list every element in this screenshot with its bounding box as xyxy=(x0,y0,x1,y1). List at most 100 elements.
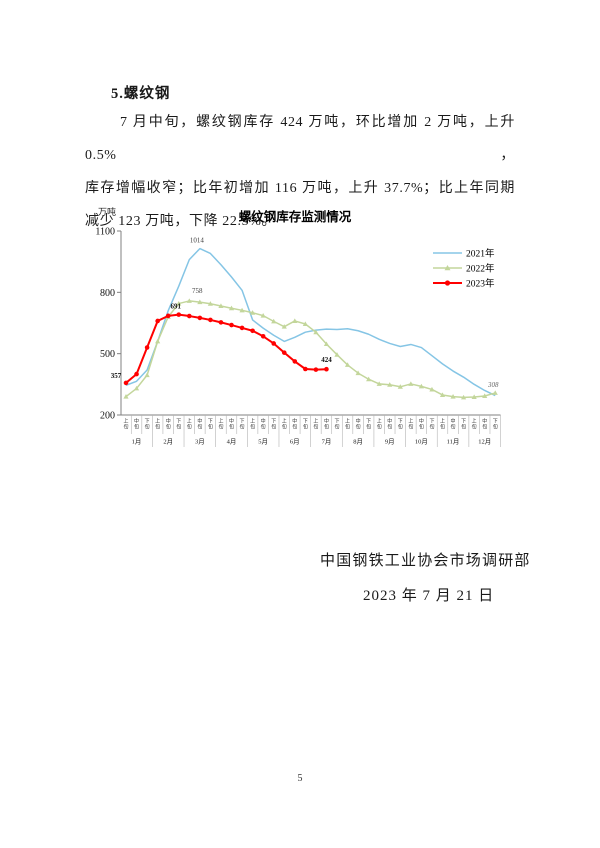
circle-marker xyxy=(271,341,276,346)
circle-marker xyxy=(229,322,234,328)
circle-marker xyxy=(123,380,129,386)
period-tick-label: 上旬 xyxy=(155,418,160,431)
period-tick-label: 下旬 xyxy=(493,419,498,431)
triangle-marker xyxy=(197,299,203,305)
triangle-marker xyxy=(482,393,488,398)
period-tick-label: 下旬 xyxy=(240,419,245,431)
triangle-marker xyxy=(239,307,245,313)
period-tick-label: 下旬 xyxy=(334,419,339,431)
data-label: 691 xyxy=(171,303,182,311)
period-tick-label: 中旬 xyxy=(419,418,424,431)
paragraph-line: 库存增幅收窄；比年初增加 116 万吨，上升 37.7%；比上年同期 xyxy=(85,181,515,196)
period-tick-label: 中旬 xyxy=(451,418,456,431)
period-tick-label: 中旬 xyxy=(292,418,297,431)
body-paragraph: 7 月中旬，螺纹钢库存 424 万吨，环比增加 2 万吨，上升 0.5%， 库存… xyxy=(85,106,515,238)
circle-marker xyxy=(250,328,255,334)
triangle-marker xyxy=(461,394,467,400)
period-tick-label: 下旬 xyxy=(271,419,276,431)
y-tick-label: 800 xyxy=(100,288,115,299)
month-tick-label: 1月 xyxy=(132,438,142,446)
triangle-marker xyxy=(376,381,382,386)
triangle-marker xyxy=(408,381,414,386)
period-tick-label: 下旬 xyxy=(145,419,150,431)
series-line xyxy=(125,247,496,397)
circle-marker xyxy=(303,366,308,372)
period-tick-label: 下旬 xyxy=(398,419,403,431)
period-tick-label: 上旬 xyxy=(218,418,223,431)
legend-circle-marker xyxy=(444,280,451,286)
chart-legend: 2021年 2022年 2023年 xyxy=(433,248,495,290)
month-tick-label: 9月 xyxy=(385,438,395,446)
triangle-marker xyxy=(471,394,477,400)
month-tick-label: 7月 xyxy=(322,438,332,446)
paragraph-line: 7 月中旬，螺纹钢库存 424 万吨，环比增加 2 万吨，上升 0.5%， xyxy=(85,115,515,163)
data-labels: 357 691 1014 758 424 308 xyxy=(111,237,499,389)
circle-marker xyxy=(134,371,139,377)
triangle-marker xyxy=(281,324,287,329)
period-tick-label: 下旬 xyxy=(366,419,371,431)
footer-date: 2023 年 7 月 21 日 xyxy=(363,588,495,604)
series-2022年 xyxy=(123,298,498,400)
data-label: 308 xyxy=(487,381,499,389)
period-tick-label: 上旬 xyxy=(408,418,413,431)
section-heading: 5.螺纹钢 xyxy=(111,86,171,102)
data-label: 424 xyxy=(321,356,332,364)
period-tick-label: 中旬 xyxy=(197,418,202,431)
period-tick-label: 中旬 xyxy=(482,418,487,431)
month-tick-label: 10月 xyxy=(415,438,428,446)
period-tick-label: 上旬 xyxy=(282,418,287,431)
circle-marker xyxy=(260,333,266,339)
triangle-marker xyxy=(323,341,330,347)
period-tick-label: 上旬 xyxy=(313,418,318,431)
period-tick-label: 上旬 xyxy=(187,418,192,431)
month-tick-label: 8月 xyxy=(353,438,363,446)
data-label: 357 xyxy=(111,372,122,380)
period-tick-label: 下旬 xyxy=(461,419,466,431)
triangle-marker xyxy=(302,321,308,327)
triangle-marker xyxy=(218,303,224,309)
month-tick-label: 2月 xyxy=(163,438,173,446)
triangle-marker xyxy=(123,394,129,399)
period-tick-label: 中旬 xyxy=(229,418,234,431)
triangle-marker xyxy=(439,392,446,397)
triangle-marker xyxy=(176,300,182,306)
period-tick-label: 中旬 xyxy=(324,418,329,431)
triangle-marker xyxy=(492,390,498,395)
period-tick-label: 上旬 xyxy=(250,418,255,431)
data-label: 1014 xyxy=(190,237,205,245)
circle-marker xyxy=(208,317,213,323)
period-tick-label: 下旬 xyxy=(208,419,213,431)
x-axis-labels: 上旬中旬下旬上旬中旬下旬上旬中旬下旬上旬中旬下旬上旬中旬下旬上旬中旬下旬上旬中旬… xyxy=(123,415,501,447)
triangle-marker xyxy=(207,301,213,306)
circle-marker xyxy=(155,318,160,324)
triangle-marker xyxy=(292,318,298,323)
triangle-marker xyxy=(429,386,435,392)
period-tick-label: 中旬 xyxy=(387,418,392,431)
series-2023年 xyxy=(123,312,329,386)
triangle-marker xyxy=(397,384,403,389)
triangle-marker xyxy=(260,313,266,318)
period-tick-label: 下旬 xyxy=(176,419,181,431)
period-tick-label: 中旬 xyxy=(134,418,139,431)
circle-marker xyxy=(176,312,182,317)
triangle-marker xyxy=(334,352,340,357)
triangle-marker xyxy=(250,310,256,315)
data-label: 758 xyxy=(192,287,203,295)
circle-marker xyxy=(218,320,224,325)
legend-label: 2023年 xyxy=(466,278,495,290)
chart-title: 螺纹钢库存监测情况 xyxy=(239,209,352,224)
y-axis-unit-label: 万吨 xyxy=(98,206,116,217)
circle-marker xyxy=(281,350,287,355)
triangle-marker xyxy=(450,394,456,399)
period-tick-label: 中旬 xyxy=(261,418,266,431)
y-tick-label: 1100 xyxy=(95,227,115,238)
period-tick-label: 上旬 xyxy=(472,418,477,431)
triangle-marker xyxy=(387,382,393,387)
period-tick-label: 中旬 xyxy=(166,418,171,431)
circle-marker xyxy=(197,315,203,321)
triangle-marker xyxy=(418,383,424,389)
triangle-marker xyxy=(271,318,277,324)
period-tick-label: 上旬 xyxy=(345,418,350,431)
page-number: 5 xyxy=(297,773,303,784)
circle-marker xyxy=(165,313,171,319)
